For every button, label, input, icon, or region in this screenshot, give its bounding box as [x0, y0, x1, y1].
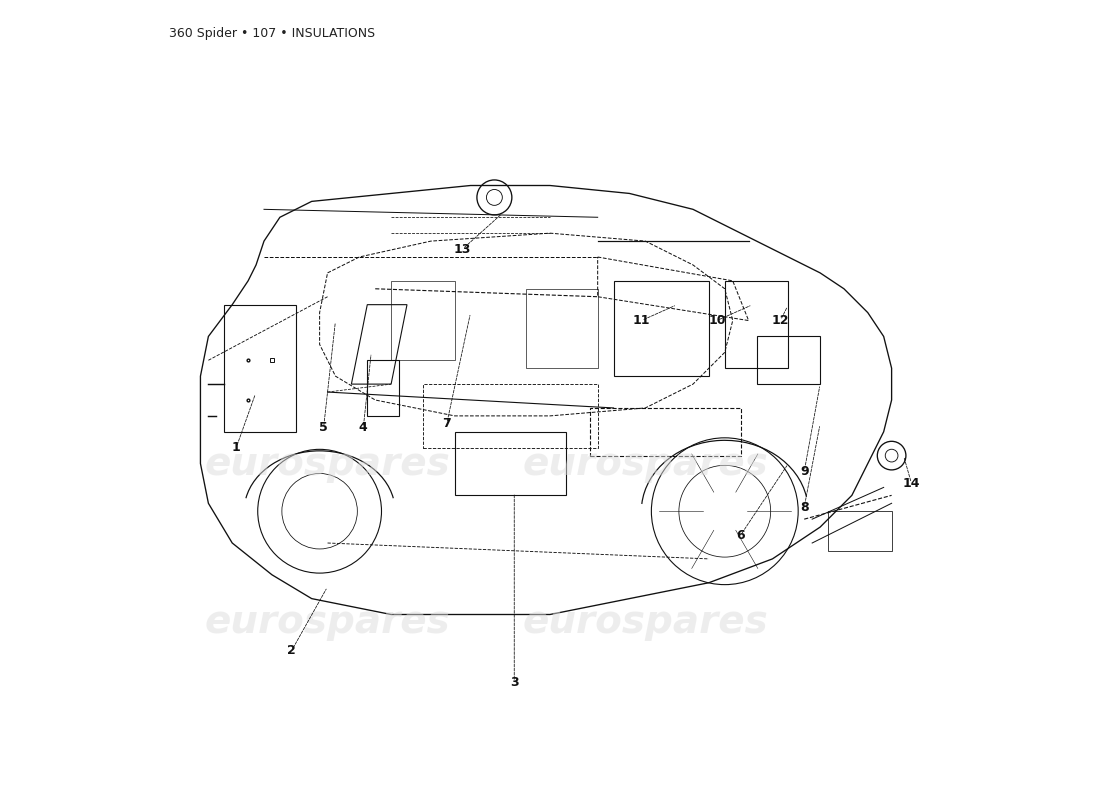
Text: 9: 9 — [800, 465, 808, 478]
Text: 8: 8 — [800, 501, 808, 514]
Text: 13: 13 — [454, 242, 471, 255]
Text: 3: 3 — [510, 675, 518, 689]
Text: 6: 6 — [736, 529, 745, 542]
Text: 4: 4 — [359, 422, 367, 434]
Text: 10: 10 — [708, 314, 726, 327]
Text: eurospares: eurospares — [205, 445, 450, 482]
Text: 5: 5 — [319, 422, 328, 434]
Text: eurospares: eurospares — [522, 603, 768, 642]
Text: 360 Spider • 107 • INSULATIONS: 360 Spider • 107 • INSULATIONS — [168, 26, 375, 40]
Text: eurospares: eurospares — [205, 603, 450, 642]
Text: 11: 11 — [632, 314, 650, 327]
Text: 1: 1 — [232, 441, 241, 454]
Text: 7: 7 — [442, 418, 451, 430]
Text: eurospares: eurospares — [522, 445, 768, 482]
Text: 12: 12 — [771, 314, 789, 327]
Text: 2: 2 — [287, 644, 296, 657]
Text: 14: 14 — [903, 477, 921, 490]
